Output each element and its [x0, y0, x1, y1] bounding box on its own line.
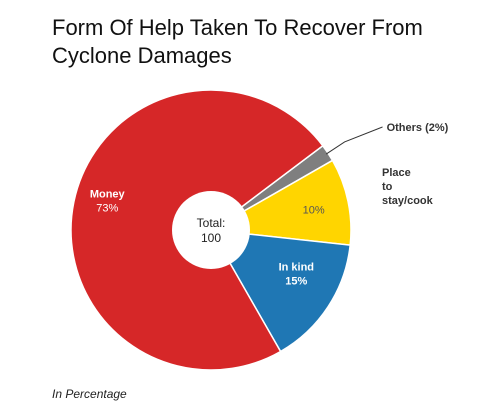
chart-title: Form Of Help Taken To Recover From Cyclo…: [52, 15, 423, 68]
center-total-value: 100: [201, 231, 221, 245]
center-total-label: Total:: [197, 216, 226, 230]
value-label-place-to-stay-cook: 10%: [303, 204, 325, 216]
label-money-line-0: Money: [90, 189, 126, 201]
slice-in-kind: [209, 229, 352, 353]
label-in-kind-line-1: 15%: [285, 276, 307, 288]
label-money-line-1: 73%: [96, 203, 118, 215]
footnote: In Percentage: [52, 387, 127, 401]
donut-hole: [172, 191, 250, 269]
label-place-to-stay-cook-line-2: stay/cook: [382, 195, 434, 207]
label-in-kind-line-0: In kind: [279, 262, 314, 274]
label-place-to-stay-cook-line-0: Place: [382, 167, 411, 179]
label-others: Others (2%): [387, 122, 449, 134]
leader-line-others: [325, 126, 383, 155]
label-place-to-stay-cook-line-1: to: [382, 181, 393, 193]
